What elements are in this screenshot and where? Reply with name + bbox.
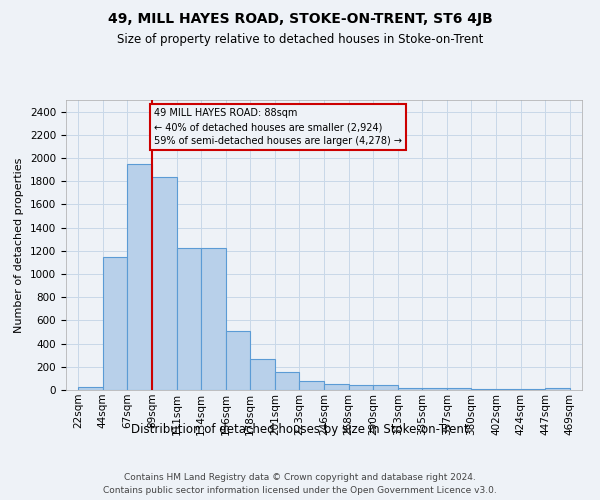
Text: Size of property relative to detached houses in Stoke-on-Trent: Size of property relative to detached ho…: [117, 32, 483, 46]
Bar: [324, 384, 349, 390]
Text: 49 MILL HAYES ROAD: 88sqm
← 40% of detached houses are smaller (2,924)
59% of se: 49 MILL HAYES ROAD: 88sqm ← 40% of detac…: [154, 108, 402, 146]
Y-axis label: Number of detached properties: Number of detached properties: [14, 158, 25, 332]
Text: Contains HM Land Registry data © Crown copyright and database right 2024.: Contains HM Land Registry data © Crown c…: [124, 472, 476, 482]
Text: Contains public sector information licensed under the Open Government Licence v3: Contains public sector information licen…: [103, 486, 497, 495]
Bar: [275, 372, 299, 390]
Bar: [152, 176, 176, 390]
Bar: [176, 248, 201, 390]
Text: 49, MILL HAYES ROAD, STOKE-ON-TRENT, ST6 4JB: 49, MILL HAYES ROAD, STOKE-ON-TRENT, ST6…: [107, 12, 493, 26]
Bar: [299, 380, 324, 390]
Bar: [373, 386, 398, 390]
Bar: [398, 388, 422, 390]
Bar: [349, 385, 373, 390]
Bar: [201, 248, 226, 390]
Bar: [447, 388, 472, 390]
Bar: [103, 256, 127, 390]
Bar: [250, 358, 275, 390]
Bar: [127, 164, 152, 390]
Bar: [78, 386, 103, 390]
Bar: [545, 388, 570, 390]
Bar: [422, 388, 447, 390]
Bar: [226, 331, 250, 390]
Text: Distribution of detached houses by size in Stoke-on-Trent: Distribution of detached houses by size …: [131, 422, 469, 436]
